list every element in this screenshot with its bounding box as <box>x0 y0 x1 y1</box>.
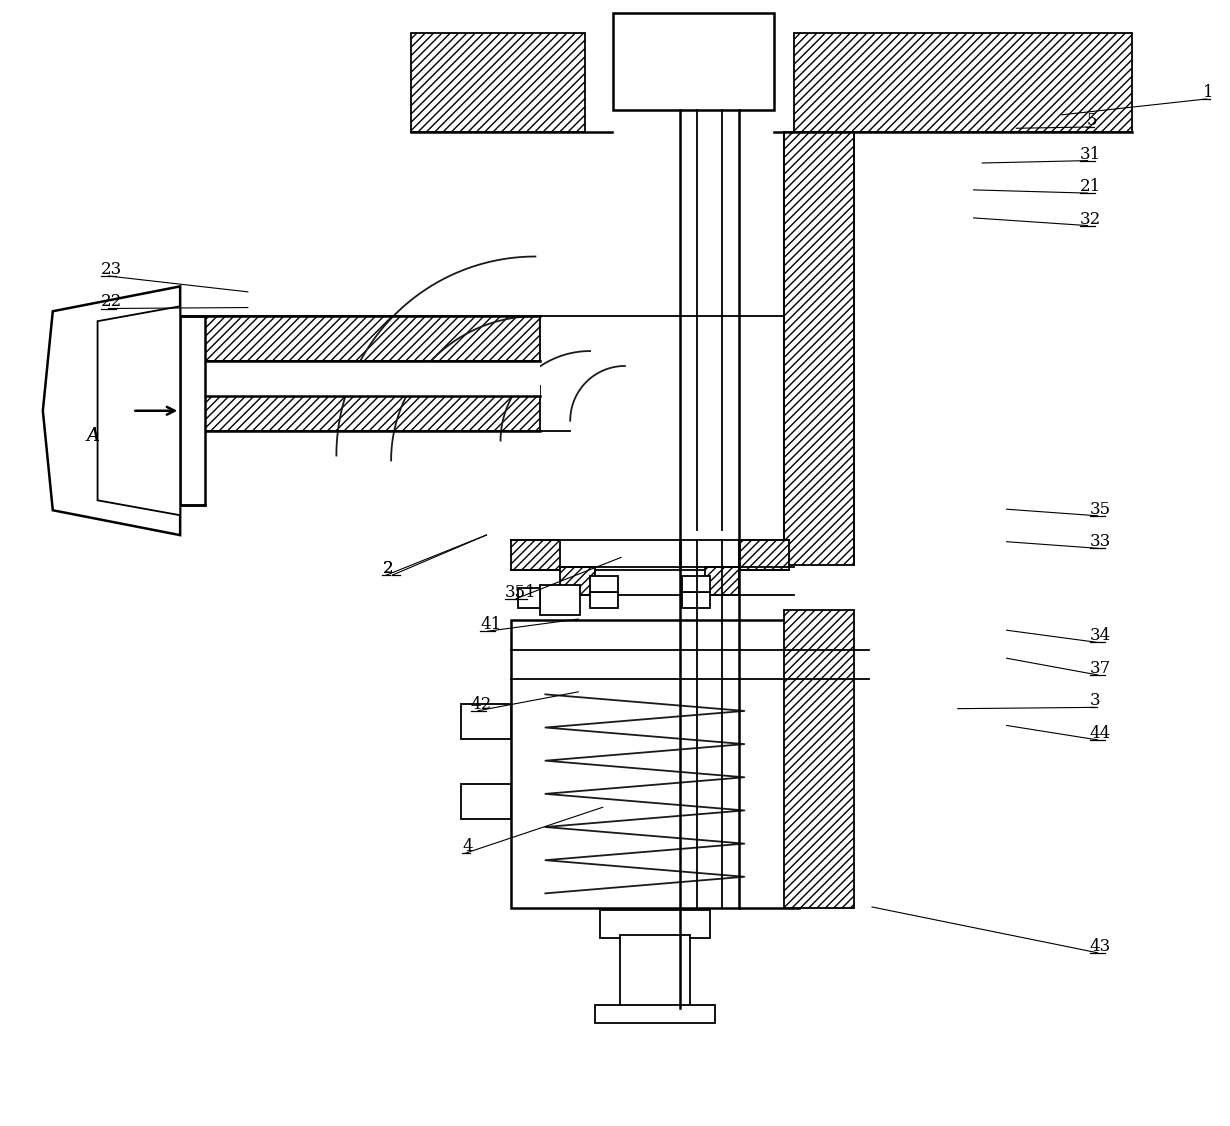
Bar <box>739 540 790 570</box>
Bar <box>519 588 540 608</box>
Bar <box>202 361 540 396</box>
Text: A: A <box>86 427 100 445</box>
Text: 31: 31 <box>1080 145 1101 162</box>
Text: 37: 37 <box>1090 660 1111 677</box>
Bar <box>795 33 1133 132</box>
Bar <box>595 1004 715 1022</box>
Text: 2: 2 <box>383 560 394 578</box>
Bar <box>681 592 710 608</box>
Bar <box>613 12 774 110</box>
Bar <box>785 132 854 565</box>
Bar <box>202 316 540 361</box>
Bar <box>590 592 617 608</box>
Bar <box>461 784 510 819</box>
Text: 44: 44 <box>1090 725 1111 742</box>
Text: 4: 4 <box>462 838 472 855</box>
Bar <box>705 568 739 595</box>
Bar <box>461 704 510 739</box>
Text: 43: 43 <box>1090 938 1111 955</box>
Polygon shape <box>97 306 180 516</box>
Bar <box>600 910 710 938</box>
Text: 2: 2 <box>383 560 394 578</box>
Text: A: A <box>86 427 100 445</box>
Bar <box>202 386 540 430</box>
Text: 5: 5 <box>1086 111 1097 128</box>
Text: 3: 3 <box>1090 692 1101 709</box>
Text: 34: 34 <box>1090 627 1111 644</box>
Bar <box>411 33 585 132</box>
Text: 23: 23 <box>101 261 122 278</box>
Text: 1: 1 <box>1203 84 1213 101</box>
Bar <box>590 575 617 592</box>
Bar <box>561 568 595 595</box>
Bar <box>180 316 205 506</box>
Bar <box>510 540 561 570</box>
Bar <box>681 575 710 592</box>
Text: 21: 21 <box>1080 178 1101 195</box>
Bar <box>620 936 690 1008</box>
Text: 32: 32 <box>1080 211 1101 227</box>
Polygon shape <box>43 286 180 535</box>
Text: 22: 22 <box>101 294 122 311</box>
Bar <box>540 584 581 615</box>
Text: 42: 42 <box>471 696 492 713</box>
Text: 351: 351 <box>504 583 536 600</box>
Bar <box>510 619 800 909</box>
Text: 33: 33 <box>1090 534 1111 551</box>
Text: 35: 35 <box>1090 501 1111 518</box>
Text: 41: 41 <box>481 616 502 633</box>
Bar <box>785 610 854 909</box>
